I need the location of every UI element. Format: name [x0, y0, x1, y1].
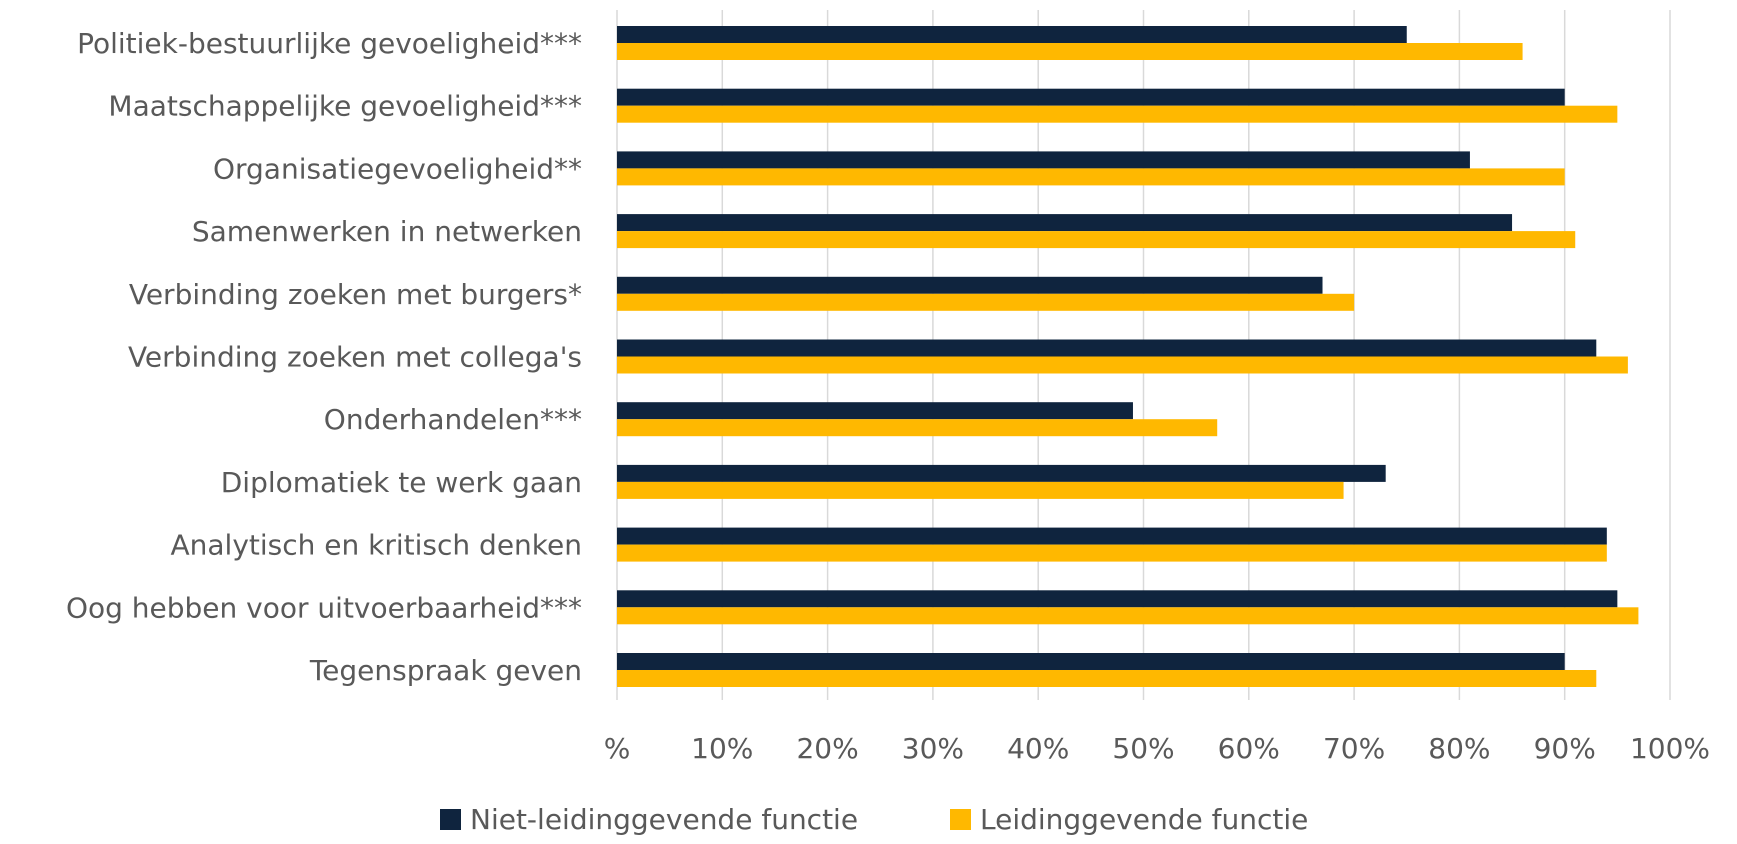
- x-tick-label: 70%: [1323, 732, 1385, 765]
- x-tick-label: 100%: [1630, 732, 1710, 765]
- legend-label: Niet-leidinggevende functie: [470, 803, 858, 836]
- category-label: Diplomatiek te werk gaan: [221, 466, 582, 499]
- bar-leidinggevende: [617, 544, 1607, 562]
- x-axis-tick-labels: % 10% 20% 30% 40% 50% 60% 70% 80% 90% 100%: [604, 732, 1710, 765]
- x-tick-label: 60%: [1218, 732, 1280, 765]
- category-labels: Politiek-bestuurlijke gevoeligheid*** Maa…: [66, 27, 582, 687]
- x-tick-label: 50%: [1112, 732, 1174, 765]
- bar-leidinggevende: [617, 43, 1523, 60]
- bar-niet-leidinggevende: [617, 402, 1133, 420]
- x-tick-label: 90%: [1534, 732, 1596, 765]
- bar-niet-leidinggevende: [617, 88, 1565, 106]
- x-tick-label: 10%: [691, 732, 753, 765]
- legend-swatch: [440, 809, 461, 830]
- category-label: Samenwerken in netwerken: [192, 215, 582, 248]
- legend-swatch: [950, 809, 971, 830]
- bar-niet-leidinggevende: [617, 527, 1607, 545]
- x-tick-label: 40%: [1007, 732, 1069, 765]
- category-label: Analytisch en kritisch denken: [171, 529, 583, 562]
- bar-niet-leidinggevende: [617, 151, 1470, 169]
- x-tick-label: 30%: [902, 732, 964, 765]
- x-tick-label: %: [604, 732, 631, 765]
- legend-label: Leidinggevende functie: [980, 803, 1308, 836]
- category-label: Politiek-bestuurlijke gevoeligheid***: [77, 27, 582, 60]
- category-label: Oog hebben voor uitvoerbaarheid***: [66, 591, 582, 624]
- category-label: Tegenspraak geven: [309, 654, 582, 687]
- bar-leidinggevende: [617, 607, 1639, 625]
- bar-niet-leidinggevende: [617, 214, 1513, 232]
- bar-niet-leidinggevende: [617, 339, 1597, 357]
- category-label: Organisatiegevoeligheid**: [213, 152, 582, 185]
- bar-leidinggevende: [617, 670, 1597, 687]
- bars: [617, 26, 1639, 687]
- category-label: Verbinding zoeken met burgers*: [129, 278, 582, 311]
- category-label: Onderhandelen***: [324, 403, 582, 436]
- bar-niet-leidinggevende: [617, 653, 1565, 670]
- legend: Niet-leidinggevende functie Leidinggevend…: [440, 803, 1308, 836]
- x-tick-label: 80%: [1428, 732, 1490, 765]
- bar-leidinggevende: [617, 168, 1565, 186]
- bar-niet-leidinggevende: [617, 26, 1407, 43]
- category-label: Maatschappelijke gevoeligheid***: [108, 90, 582, 123]
- bar-leidinggevende: [617, 231, 1576, 249]
- bar-niet-leidinggevende: [617, 276, 1323, 294]
- bar-leidinggevende: [617, 293, 1355, 311]
- x-tick-label: 20%: [796, 732, 858, 765]
- category-label: Verbinding zoeken met collega's: [128, 341, 582, 374]
- bar-niet-leidinggevende: [617, 590, 1618, 608]
- bar-leidinggevende: [617, 419, 1218, 437]
- bar-leidinggevende: [617, 481, 1344, 499]
- bar-leidinggevende: [617, 356, 1628, 374]
- bar-niet-leidinggevende: [617, 464, 1386, 482]
- bar-leidinggevende: [617, 105, 1618, 123]
